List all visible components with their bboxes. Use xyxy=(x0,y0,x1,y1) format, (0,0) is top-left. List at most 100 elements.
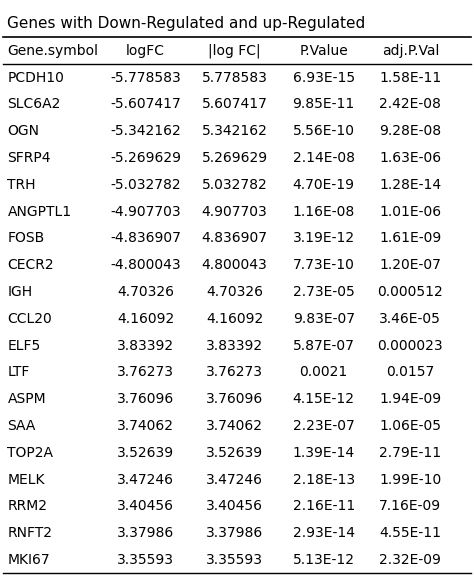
Text: 5.342162: 5.342162 xyxy=(202,124,268,138)
Text: Genes with Down-Regulated and up-Regulated: Genes with Down-Regulated and up-Regulat… xyxy=(8,16,366,31)
Text: MKI67: MKI67 xyxy=(8,553,50,567)
Text: 3.35593: 3.35593 xyxy=(206,553,263,567)
Text: 5.13E-12: 5.13E-12 xyxy=(292,553,355,567)
Text: 3.35593: 3.35593 xyxy=(117,553,174,567)
Text: -5.607417: -5.607417 xyxy=(110,97,181,111)
Text: 2.16E-11: 2.16E-11 xyxy=(292,499,355,513)
Text: 3.83392: 3.83392 xyxy=(117,339,174,353)
Text: 0.000023: 0.000023 xyxy=(377,339,443,353)
Text: -5.342162: -5.342162 xyxy=(110,124,181,138)
Text: 3.52639: 3.52639 xyxy=(117,446,174,460)
Text: -5.778583: -5.778583 xyxy=(110,71,181,85)
Text: 3.40456: 3.40456 xyxy=(206,499,263,513)
Text: 2.79E-11: 2.79E-11 xyxy=(379,446,441,460)
Text: CECR2: CECR2 xyxy=(8,258,54,272)
Text: IGH: IGH xyxy=(8,285,33,299)
Text: 0.0021: 0.0021 xyxy=(300,366,348,380)
Text: 2.73E-05: 2.73E-05 xyxy=(293,285,355,299)
Text: 3.76273: 3.76273 xyxy=(206,366,263,380)
Text: TOP2A: TOP2A xyxy=(8,446,54,460)
Text: 6.93E-15: 6.93E-15 xyxy=(292,71,355,85)
Text: LTF: LTF xyxy=(8,366,30,380)
Text: RNFT2: RNFT2 xyxy=(8,526,53,540)
Text: 3.52639: 3.52639 xyxy=(206,446,263,460)
Text: 2.32E-09: 2.32E-09 xyxy=(379,553,441,567)
Text: 4.16092: 4.16092 xyxy=(206,312,263,326)
Text: 4.16092: 4.16092 xyxy=(117,312,174,326)
Text: -5.032782: -5.032782 xyxy=(110,178,181,192)
Text: 4.800043: 4.800043 xyxy=(202,258,267,272)
Text: 4.70326: 4.70326 xyxy=(117,285,174,299)
Text: 7.73E-10: 7.73E-10 xyxy=(293,258,355,272)
Text: 1.06E-05: 1.06E-05 xyxy=(379,419,441,433)
Text: 3.76096: 3.76096 xyxy=(206,392,263,406)
Text: 9.85E-11: 9.85E-11 xyxy=(292,97,355,111)
Text: FOSB: FOSB xyxy=(8,231,45,245)
Text: 1.39E-14: 1.39E-14 xyxy=(292,446,355,460)
Text: |log FC|: |log FC| xyxy=(209,44,261,58)
Text: 5.269629: 5.269629 xyxy=(201,151,268,165)
Text: 1.28E-14: 1.28E-14 xyxy=(379,178,441,192)
Text: 7.16E-09: 7.16E-09 xyxy=(379,499,441,513)
Text: SAA: SAA xyxy=(8,419,36,433)
Text: 4.70E-19: 4.70E-19 xyxy=(292,178,355,192)
Text: 2.18E-13: 2.18E-13 xyxy=(292,472,355,487)
Text: 3.37986: 3.37986 xyxy=(117,526,174,540)
Text: 0.000512: 0.000512 xyxy=(377,285,443,299)
Text: P.Value: P.Value xyxy=(299,44,348,58)
Text: 3.47246: 3.47246 xyxy=(117,472,174,487)
Text: 0.0157: 0.0157 xyxy=(386,366,435,380)
Text: 3.74062: 3.74062 xyxy=(206,419,263,433)
Text: 3.46E-05: 3.46E-05 xyxy=(379,312,441,326)
Text: 9.83E-07: 9.83E-07 xyxy=(292,312,355,326)
Text: -5.269629: -5.269629 xyxy=(110,151,181,165)
Text: CCL20: CCL20 xyxy=(8,312,52,326)
Text: 3.19E-12: 3.19E-12 xyxy=(292,231,355,245)
Text: 1.94E-09: 1.94E-09 xyxy=(379,392,441,406)
Text: 1.01E-06: 1.01E-06 xyxy=(379,205,441,219)
Text: Gene.symbol: Gene.symbol xyxy=(8,44,99,58)
Text: 4.907703: 4.907703 xyxy=(202,205,267,219)
Text: ELF5: ELF5 xyxy=(8,339,41,353)
Text: SLC6A2: SLC6A2 xyxy=(8,97,61,111)
Text: ANGPTL1: ANGPTL1 xyxy=(8,205,72,219)
Text: 2.14E-08: 2.14E-08 xyxy=(292,151,355,165)
Text: 3.74062: 3.74062 xyxy=(117,419,174,433)
Text: 1.61E-09: 1.61E-09 xyxy=(379,231,441,245)
Text: OGN: OGN xyxy=(8,124,39,138)
Text: 5.87E-07: 5.87E-07 xyxy=(293,339,355,353)
Text: -4.836907: -4.836907 xyxy=(110,231,181,245)
Text: RRM2: RRM2 xyxy=(8,499,47,513)
Text: 3.83392: 3.83392 xyxy=(206,339,263,353)
Text: 4.55E-11: 4.55E-11 xyxy=(379,526,441,540)
Text: 3.47246: 3.47246 xyxy=(206,472,263,487)
Text: 1.16E-08: 1.16E-08 xyxy=(292,205,355,219)
Text: 4.70326: 4.70326 xyxy=(206,285,263,299)
Text: 9.28E-08: 9.28E-08 xyxy=(379,124,441,138)
Text: 1.20E-07: 1.20E-07 xyxy=(379,258,441,272)
Text: PCDH10: PCDH10 xyxy=(8,71,64,85)
Text: 5.032782: 5.032782 xyxy=(202,178,267,192)
Text: MELK: MELK xyxy=(8,472,45,487)
Text: 3.40456: 3.40456 xyxy=(117,499,174,513)
Text: SFRP4: SFRP4 xyxy=(8,151,51,165)
Text: logFC: logFC xyxy=(126,44,165,58)
Text: 3.76096: 3.76096 xyxy=(117,392,174,406)
Text: 4.15E-12: 4.15E-12 xyxy=(292,392,355,406)
Text: -4.800043: -4.800043 xyxy=(110,258,181,272)
Text: 5.607417: 5.607417 xyxy=(202,97,268,111)
Text: adj.P.Val: adj.P.Val xyxy=(382,44,439,58)
Text: ASPM: ASPM xyxy=(8,392,46,406)
Text: 1.99E-10: 1.99E-10 xyxy=(379,472,441,487)
Text: 4.836907: 4.836907 xyxy=(201,231,268,245)
Text: -4.907703: -4.907703 xyxy=(110,205,181,219)
Text: 2.42E-08: 2.42E-08 xyxy=(379,97,441,111)
Text: 1.63E-06: 1.63E-06 xyxy=(379,151,441,165)
Text: 2.93E-14: 2.93E-14 xyxy=(292,526,355,540)
Text: 5.778583: 5.778583 xyxy=(202,71,268,85)
Text: TRH: TRH xyxy=(8,178,36,192)
Text: 5.56E-10: 5.56E-10 xyxy=(292,124,355,138)
Text: 1.58E-11: 1.58E-11 xyxy=(379,71,441,85)
Text: 2.23E-07: 2.23E-07 xyxy=(293,419,355,433)
Text: 3.76273: 3.76273 xyxy=(117,366,174,380)
